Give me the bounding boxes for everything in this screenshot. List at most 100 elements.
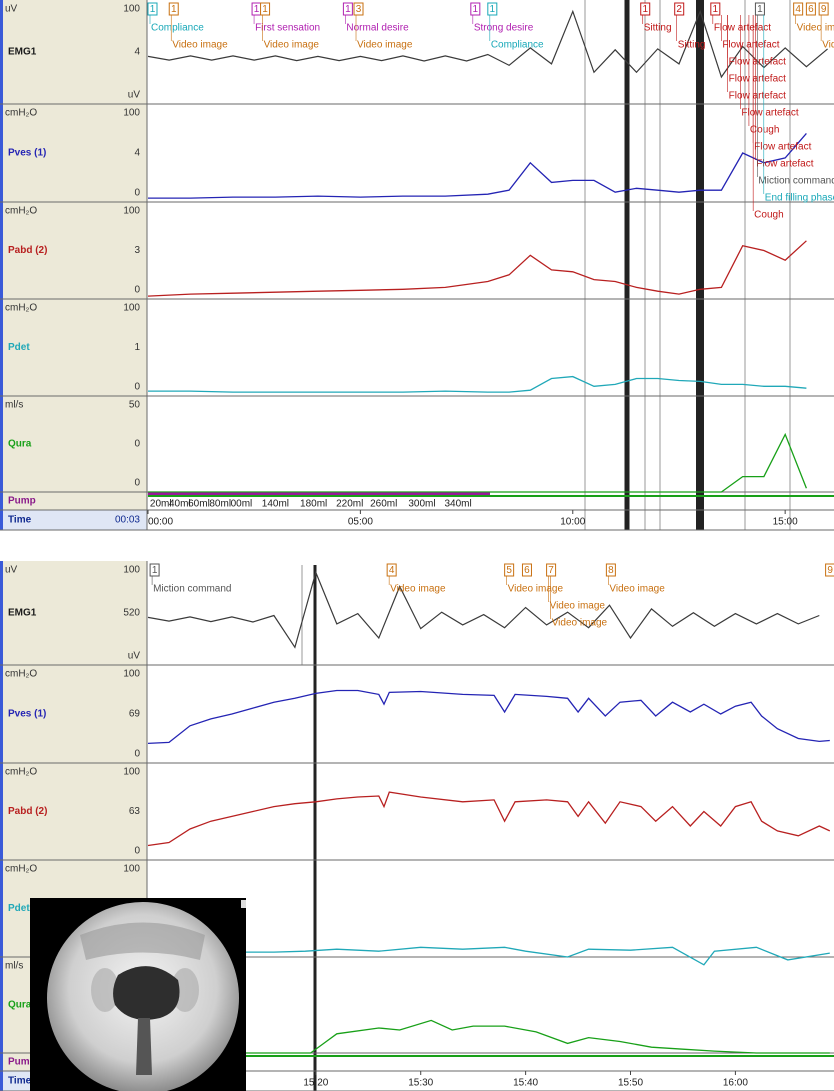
- channel-unit: cmH₂O: [5, 206, 37, 217]
- marker-label: Video image: [550, 601, 606, 612]
- pump-volume: 260ml: [370, 499, 397, 510]
- marker-label: Video image: [264, 40, 320, 51]
- channel-value: 4: [134, 148, 140, 159]
- marker-number: 1: [254, 4, 260, 15]
- channel-max: 50: [129, 400, 141, 411]
- marker-label: Sitting: [644, 23, 672, 34]
- channel-unit: ml/s: [5, 961, 23, 972]
- pump-volume: 80ml: [209, 499, 231, 510]
- channel-name: Pdet: [8, 342, 30, 353]
- marker-number: 1: [152, 565, 158, 576]
- time-tick-label: 15:20: [303, 1078, 328, 1089]
- channel-name: Pabd (2): [8, 806, 47, 817]
- marker-number: 4: [389, 565, 395, 576]
- channel-value: 3: [134, 245, 140, 256]
- marker-number: 1: [473, 4, 479, 15]
- pump-volume: 180ml: [300, 499, 327, 510]
- marker-label: Flow artefact: [722, 40, 779, 51]
- marker-label: Video image: [552, 618, 608, 629]
- channel-name: EMG1: [8, 608, 37, 619]
- channel-name: EMG1: [8, 47, 37, 58]
- marker-number: 1: [757, 4, 763, 15]
- time-tick-label: 15:40: [513, 1078, 538, 1089]
- channel-value: 63: [129, 806, 141, 817]
- channel-unit: ml/s: [5, 400, 23, 411]
- marker-label: Video image: [508, 584, 564, 595]
- channel-unit: cmH₂O: [5, 864, 37, 875]
- channel-max: 100: [123, 767, 140, 778]
- channel-name: Pdet: [8, 903, 30, 914]
- marker-label: Compliance: [151, 23, 204, 34]
- video-overlay: [30, 898, 246, 1091]
- marker-number: 4: [795, 4, 801, 15]
- marker-label: Cough: [750, 125, 779, 136]
- marker-number: 3: [356, 4, 362, 15]
- channel-min: 0: [134, 846, 140, 857]
- screenshot: uV100EMG14uVcmH₂O100Pves (1)40cmH₂O100Pa…: [0, 0, 834, 1091]
- marker-label: Flow artefact: [714, 23, 771, 34]
- channel-max: 100: [123, 864, 140, 875]
- marker-label: Video image: [357, 40, 413, 51]
- pump-label: Pump: [8, 496, 36, 507]
- channel-min: 0: [134, 382, 140, 393]
- marker-number: 1: [713, 4, 719, 15]
- marker-label: Video image: [390, 584, 446, 595]
- marker-label: Miction command: [758, 176, 834, 187]
- marker-label: Flow artefact: [756, 159, 813, 170]
- channel-value: 520: [123, 608, 140, 619]
- channel-unit: cmH₂O: [5, 108, 37, 119]
- channel-max: 100: [123, 4, 140, 15]
- channel-max: 100: [123, 565, 140, 576]
- label-stripe: [0, 561, 3, 1091]
- time-tick-label: 15:00: [773, 517, 798, 528]
- channel-min: 0: [134, 188, 140, 199]
- pump-volume: 00ml: [231, 499, 253, 510]
- marker-label: Video image: [172, 40, 228, 51]
- time-tick-label: 10:00: [560, 517, 585, 528]
- marker-label: Flow artefact: [754, 142, 811, 153]
- channel-unit: cmH₂O: [5, 767, 37, 778]
- channel-name: Pves (1): [8, 148, 46, 159]
- channel-max: 100: [123, 303, 140, 314]
- marker-label: Cough: [754, 210, 783, 221]
- video-handle: [241, 900, 246, 908]
- marker-label: Flow artefact: [741, 108, 798, 119]
- marker-number: 6: [808, 4, 814, 15]
- channel-name: Qura: [8, 1000, 32, 1011]
- xray-bladder: [113, 966, 179, 1020]
- channel-unit: cmH₂O: [5, 669, 37, 680]
- marker-label: First sensation: [255, 23, 320, 34]
- marker-label: Strong desire: [474, 23, 534, 34]
- marker-number: 1: [345, 4, 351, 15]
- time-tick-label: 15:50: [618, 1078, 643, 1089]
- channel-min: 0: [134, 478, 140, 489]
- marker-label: Video image: [797, 23, 834, 34]
- time-value: 00:03: [115, 515, 140, 526]
- marker-number: 8: [608, 565, 614, 576]
- marker-number: 5: [506, 565, 512, 576]
- marker-number: 1: [171, 4, 177, 15]
- pump-volume: 220ml: [336, 499, 363, 510]
- channel-unit-bottom: uV: [128, 90, 141, 101]
- channel-unit: cmH₂O: [5, 303, 37, 314]
- channel-name: Qura: [8, 439, 32, 450]
- channel-name: Pabd (2): [8, 245, 47, 256]
- pump-volume: 300ml: [408, 499, 435, 510]
- channel-unit: uV: [5, 565, 18, 576]
- panel-gap: [0, 531, 834, 561]
- marker-number: 1: [642, 4, 648, 15]
- marker-number: 7: [548, 565, 554, 576]
- channel-value: 0: [134, 439, 140, 450]
- pump-volume: 60ml: [188, 499, 210, 510]
- time-label: Time: [8, 515, 32, 526]
- marker-label: Video image: [822, 40, 834, 51]
- time-tick-label: 15:30: [408, 1078, 433, 1089]
- label-column: [0, 0, 147, 530]
- channel-max: 100: [123, 206, 140, 217]
- marker-label: Miction command: [153, 584, 231, 595]
- marker-label: Video image: [609, 584, 665, 595]
- channel-value: 4: [134, 47, 140, 58]
- marker-label: Compliance: [491, 40, 544, 51]
- channel-name: Pves (1): [8, 709, 46, 720]
- channel-value: 1: [134, 342, 140, 353]
